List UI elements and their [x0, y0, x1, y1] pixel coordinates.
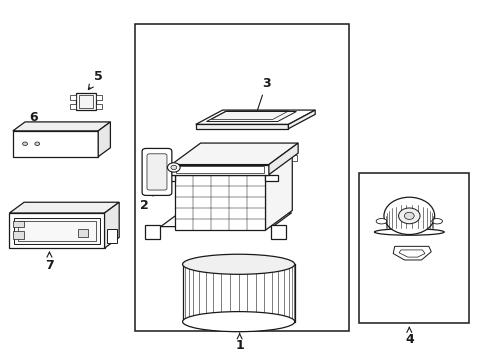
Bar [135, 24, 348, 330]
Bar [271, 225, 285, 239]
Bar [14, 218, 100, 244]
Bar [70, 95, 76, 100]
Bar [78, 229, 88, 237]
Bar [13, 231, 24, 239]
FancyBboxPatch shape [147, 154, 166, 190]
Bar [96, 95, 102, 100]
Bar [292, 155, 297, 161]
Bar [18, 221, 96, 241]
Circle shape [167, 163, 180, 172]
Polygon shape [107, 229, 117, 243]
Polygon shape [288, 110, 315, 129]
Bar [70, 104, 76, 109]
Ellipse shape [182, 254, 294, 274]
Bar [76, 93, 96, 110]
Bar [13, 221, 24, 227]
Ellipse shape [374, 229, 443, 235]
Bar [13, 131, 98, 157]
Text: 4: 4 [404, 327, 413, 346]
Circle shape [22, 142, 27, 145]
Bar [145, 225, 159, 239]
Text: 3: 3 [254, 77, 270, 116]
FancyBboxPatch shape [142, 148, 171, 195]
Ellipse shape [182, 312, 294, 332]
Polygon shape [268, 143, 298, 175]
Circle shape [398, 208, 419, 224]
Bar [79, 95, 93, 108]
Ellipse shape [431, 219, 442, 224]
Bar [175, 175, 265, 230]
Bar [96, 104, 102, 109]
Polygon shape [160, 213, 291, 226]
Polygon shape [195, 110, 315, 125]
Polygon shape [104, 202, 119, 248]
Ellipse shape [375, 219, 386, 224]
Circle shape [170, 165, 176, 170]
Polygon shape [9, 202, 119, 213]
Text: 7: 7 [45, 252, 54, 272]
Polygon shape [195, 125, 288, 129]
Text: 5: 5 [88, 69, 102, 90]
Bar [9, 213, 104, 248]
Circle shape [383, 197, 434, 234]
Polygon shape [265, 155, 292, 230]
Polygon shape [392, 246, 430, 260]
Text: 2: 2 [140, 190, 153, 212]
Polygon shape [175, 155, 292, 175]
Bar [358, 173, 468, 323]
Polygon shape [171, 143, 298, 165]
Polygon shape [98, 122, 110, 157]
Bar [171, 165, 268, 175]
Polygon shape [206, 112, 296, 122]
Bar [265, 175, 277, 181]
Bar [163, 175, 175, 181]
Circle shape [35, 142, 40, 145]
Polygon shape [13, 122, 110, 131]
Text: 6: 6 [29, 111, 42, 129]
Circle shape [404, 212, 413, 220]
Text: 1: 1 [235, 333, 244, 352]
Bar [176, 166, 264, 173]
